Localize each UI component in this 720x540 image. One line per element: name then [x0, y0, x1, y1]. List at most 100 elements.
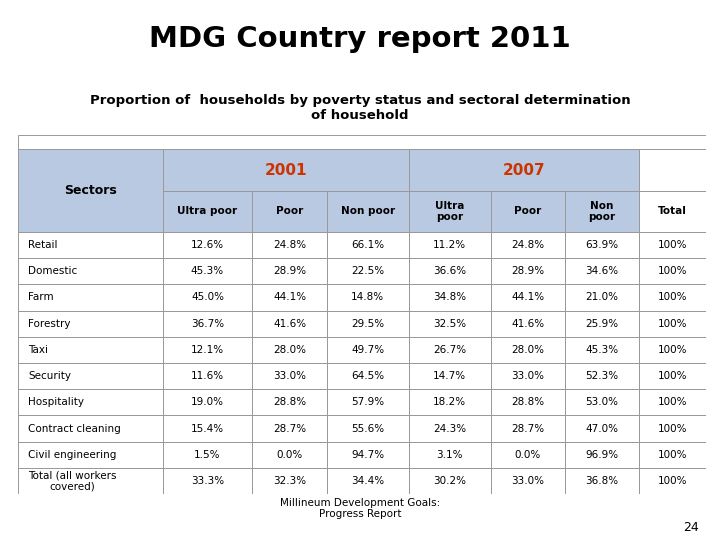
Text: 15.4%: 15.4% [191, 423, 224, 434]
Bar [253, 363, 327, 389]
Bar [565, 337, 639, 363]
Text: Security: Security [28, 371, 71, 381]
Bar [639, 232, 706, 258]
Text: 24.8%: 24.8% [273, 240, 306, 250]
Bar [409, 415, 491, 442]
Text: 30.2%: 30.2% [433, 476, 467, 486]
Bar [253, 415, 327, 442]
Bar [253, 310, 327, 337]
Text: 24: 24 [683, 521, 698, 535]
Bar [253, 285, 327, 310]
Bar [639, 363, 706, 389]
Text: 24.3%: 24.3% [433, 423, 467, 434]
Bar [565, 363, 639, 389]
Bar [253, 191, 327, 232]
Text: 28.0%: 28.0% [273, 345, 306, 355]
Text: 32.3%: 32.3% [273, 476, 306, 486]
Bar [163, 191, 253, 232]
Text: 14.7%: 14.7% [433, 371, 467, 381]
Text: 24.8%: 24.8% [511, 240, 544, 250]
Bar [491, 363, 565, 389]
Bar [163, 150, 409, 191]
Bar [253, 442, 327, 468]
Bar [409, 150, 639, 191]
Text: Domestic: Domestic [28, 266, 78, 276]
Bar [491, 191, 565, 232]
Text: 33.0%: 33.0% [273, 371, 306, 381]
Bar [491, 415, 565, 442]
Bar [565, 258, 639, 285]
Bar [253, 191, 327, 232]
Bar [491, 389, 565, 415]
Text: 19.0%: 19.0% [191, 397, 224, 407]
Text: 28.9%: 28.9% [273, 266, 306, 276]
Bar [565, 363, 639, 389]
Bar [565, 258, 639, 285]
Bar [18, 442, 163, 468]
Bar [163, 191, 253, 232]
Bar [163, 258, 253, 285]
Text: Poor: Poor [276, 206, 303, 217]
Bar [253, 232, 327, 258]
Bar [327, 310, 409, 337]
Text: Total (all workers
covered): Total (all workers covered) [28, 470, 117, 492]
Text: 100%: 100% [657, 371, 687, 381]
Bar [18, 232, 163, 258]
Bar [491, 232, 565, 258]
Text: 57.9%: 57.9% [351, 397, 384, 407]
Text: 64.5%: 64.5% [351, 371, 384, 381]
Bar [253, 415, 327, 442]
Text: 29.5%: 29.5% [351, 319, 384, 329]
Text: Non poor: Non poor [341, 206, 395, 217]
Bar [163, 150, 409, 191]
Text: 100%: 100% [657, 293, 687, 302]
Bar [491, 232, 565, 258]
Bar [18, 415, 163, 442]
Bar [253, 285, 327, 310]
Bar [18, 337, 163, 363]
Bar [639, 191, 706, 232]
Bar [327, 468, 409, 494]
Bar [327, 415, 409, 442]
Bar [565, 310, 639, 337]
Bar [639, 442, 706, 468]
Bar [18, 258, 163, 285]
Bar [565, 415, 639, 442]
Bar [565, 468, 639, 494]
Bar [163, 285, 253, 310]
Bar [491, 310, 565, 337]
Bar [491, 442, 565, 468]
Bar [639, 415, 706, 442]
Bar [639, 415, 706, 442]
Text: Contract cleaning: Contract cleaning [28, 423, 121, 434]
Bar [639, 285, 706, 310]
Text: 45.3%: 45.3% [585, 345, 618, 355]
Bar [409, 310, 491, 337]
Bar [18, 337, 163, 363]
Bar [409, 258, 491, 285]
Bar [327, 442, 409, 468]
Bar [253, 468, 327, 494]
Bar [163, 363, 253, 389]
Text: 96.9%: 96.9% [585, 450, 618, 460]
Bar [163, 442, 253, 468]
Text: 100%: 100% [657, 266, 687, 276]
Text: 44.1%: 44.1% [511, 293, 544, 302]
Bar [163, 310, 253, 337]
Bar [253, 258, 327, 285]
Text: Taxi: Taxi [28, 345, 48, 355]
Bar [327, 258, 409, 285]
Bar [639, 389, 706, 415]
Bar [639, 468, 706, 494]
Bar [18, 310, 163, 337]
Bar [639, 150, 706, 191]
Bar [491, 468, 565, 494]
Bar [18, 285, 163, 310]
Bar [491, 310, 565, 337]
Bar [565, 468, 639, 494]
Bar [565, 191, 639, 232]
Bar [18, 232, 163, 258]
Bar [491, 337, 565, 363]
Text: 100%: 100% [657, 397, 687, 407]
Text: 36.6%: 36.6% [433, 266, 467, 276]
